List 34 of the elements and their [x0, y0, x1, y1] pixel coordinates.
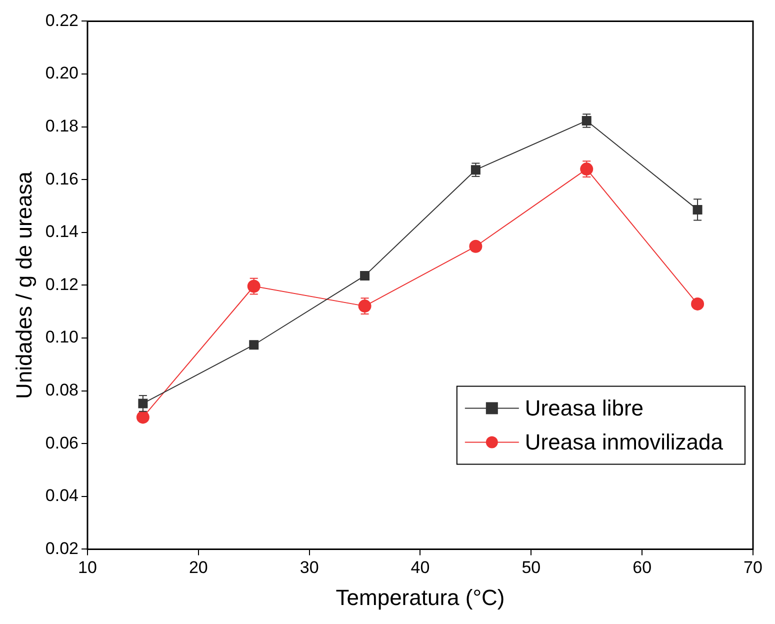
- x-tick-label: 70: [744, 558, 762, 578]
- legend-label: Ureasa libre: [524, 395, 644, 420]
- point: [136, 410, 150, 424]
- y-tick-label: 0.14: [45, 222, 78, 242]
- y-tick-label: 0.22: [45, 10, 78, 30]
- x-tick-label: 30: [300, 558, 319, 578]
- point: [469, 240, 482, 253]
- point: [692, 204, 702, 214]
- point: [358, 300, 372, 313]
- point: [470, 165, 480, 175]
- y-tick-label: 0.12: [45, 274, 78, 294]
- y-tick-label: 0.10: [45, 328, 78, 347]
- y-tick-label: 0.02: [45, 538, 78, 558]
- y-tick-label: 0.20: [45, 64, 78, 83]
- point: [691, 297, 704, 310]
- point: [360, 270, 370, 280]
- point: [138, 398, 148, 408]
- x-tick-label: 20: [188, 558, 208, 578]
- point: [249, 340, 259, 350]
- x-axis-title: Temperatura (°C): [336, 584, 505, 610]
- legend-label: Ureasa inmovilizada: [524, 429, 724, 454]
- y-tick-label: 0.16: [45, 169, 78, 188]
- x-tick-label: 40: [410, 558, 430, 578]
- y-tick-label: 0.08: [45, 380, 78, 400]
- y-axis-title: Unidades / g de ureasa: [11, 170, 36, 399]
- y-tick-label: 0.18: [45, 116, 78, 136]
- x-tick-label: 50: [522, 558, 541, 578]
- y-tick-label: 0.04: [45, 486, 78, 506]
- point: [580, 162, 594, 176]
- point: [582, 116, 592, 126]
- x-tick-label: 10: [78, 558, 97, 578]
- x-tick-label: 60: [632, 558, 652, 578]
- y-tick-label: 0.06: [45, 433, 78, 452]
- point: [247, 280, 260, 293]
